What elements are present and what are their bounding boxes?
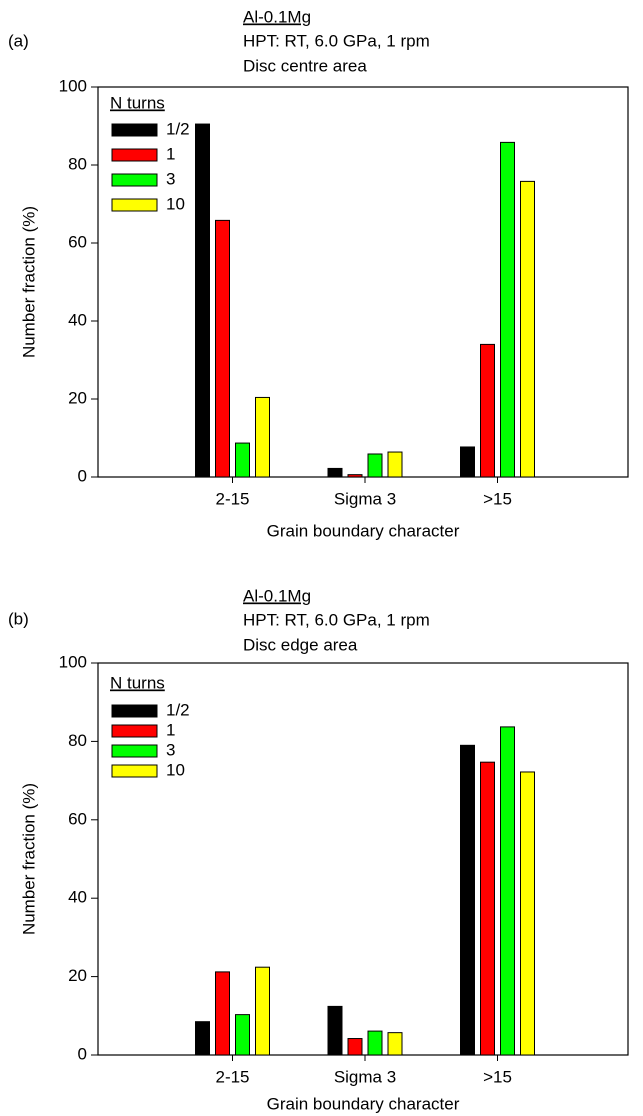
chart-title: Al-0.1Mg bbox=[243, 586, 311, 605]
bar bbox=[327, 467, 343, 478]
bar bbox=[195, 123, 210, 478]
legend-label: 10 bbox=[166, 194, 185, 213]
y-tick-label: 20 bbox=[68, 966, 87, 985]
bar bbox=[327, 1005, 343, 1056]
y-tick-label: 100 bbox=[59, 652, 87, 671]
legend-label: 1 bbox=[166, 144, 175, 163]
x-tick-label: Sigma 3 bbox=[334, 489, 396, 508]
legend-swatch bbox=[111, 724, 158, 738]
bar bbox=[195, 1021, 210, 1056]
bar bbox=[480, 761, 495, 1056]
bar bbox=[367, 1030, 383, 1056]
y-tick-label: 20 bbox=[68, 388, 87, 407]
bar bbox=[347, 474, 363, 478]
bar bbox=[460, 446, 475, 478]
legend-label: 3 bbox=[166, 740, 175, 759]
bar bbox=[520, 180, 535, 478]
chart-title: Al-0.1Mg bbox=[243, 7, 311, 26]
legend-swatch bbox=[111, 148, 158, 162]
bar bbox=[235, 1014, 250, 1056]
legend-label: 1/2 bbox=[166, 700, 190, 719]
bar bbox=[347, 1038, 363, 1056]
bar bbox=[215, 219, 230, 478]
legend-label: 3 bbox=[166, 169, 175, 188]
bar bbox=[500, 141, 515, 478]
bar bbox=[387, 1032, 403, 1056]
y-tick-label: 60 bbox=[68, 232, 87, 251]
chart-subtitle: HPT: RT, 6.0 GPa, 1 rpm bbox=[243, 31, 430, 50]
bar bbox=[500, 726, 515, 1056]
legend-label: 10 bbox=[166, 760, 185, 779]
x-axis-label: Grain boundary character bbox=[267, 521, 460, 540]
bar bbox=[520, 771, 535, 1056]
bar bbox=[255, 966, 270, 1056]
x-tick-label: Sigma 3 bbox=[334, 1067, 396, 1086]
x-tick-label: 2-15 bbox=[215, 489, 249, 508]
legend-swatch bbox=[111, 744, 158, 758]
y-axis-label: Number fraction (%) bbox=[19, 783, 38, 935]
y-tick-label: 60 bbox=[68, 809, 87, 828]
y-tick-label: 80 bbox=[68, 154, 87, 173]
legend-swatch bbox=[111, 764, 158, 778]
legend-swatch bbox=[111, 123, 158, 137]
y-tick-label: 0 bbox=[78, 1044, 87, 1063]
plot-frame bbox=[97, 86, 629, 478]
bar bbox=[480, 343, 495, 478]
legend-title: N turns bbox=[110, 673, 165, 692]
x-tick-label: 2-15 bbox=[215, 1067, 249, 1086]
y-tick-label: 0 bbox=[78, 466, 87, 485]
y-tick-label: 80 bbox=[68, 731, 87, 750]
y-tick-label: 100 bbox=[59, 76, 87, 95]
chart-subtitle: Disc edge area bbox=[243, 635, 358, 654]
bar bbox=[215, 971, 230, 1056]
legend-label: 1/2 bbox=[166, 119, 190, 138]
legend-swatch bbox=[111, 173, 158, 187]
bar bbox=[460, 744, 475, 1056]
chart-subtitle: HPT: RT, 6.0 GPa, 1 rpm bbox=[243, 610, 430, 629]
x-axis-label: Grain boundary character bbox=[267, 1094, 460, 1113]
panel-label: (a) bbox=[8, 31, 29, 50]
y-axis-label: Number fraction (%) bbox=[19, 206, 38, 358]
bar bbox=[367, 453, 383, 478]
chart-subtitle: Disc centre area bbox=[243, 56, 367, 75]
legend-title: N turns bbox=[110, 93, 165, 112]
panel-label: (b) bbox=[8, 609, 29, 628]
legend-swatch bbox=[111, 198, 158, 212]
bar bbox=[387, 451, 403, 478]
x-tick-label: >15 bbox=[483, 1067, 512, 1086]
bar bbox=[255, 396, 270, 478]
plot-frame bbox=[97, 662, 629, 1056]
bar bbox=[235, 442, 250, 478]
legend-label: 1 bbox=[166, 720, 175, 739]
y-tick-label: 40 bbox=[68, 888, 87, 907]
y-tick-label: 40 bbox=[68, 310, 87, 329]
x-tick-label: >15 bbox=[483, 489, 512, 508]
legend-swatch bbox=[111, 704, 158, 718]
